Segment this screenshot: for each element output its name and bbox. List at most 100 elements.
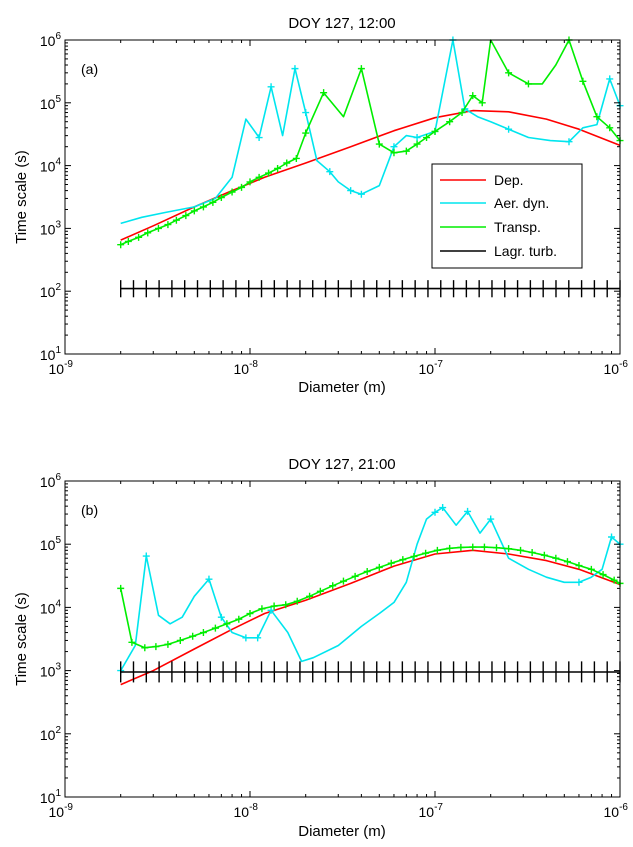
series-point-transp <box>413 140 421 148</box>
y-tick-labels: 101 102 103 104 105 106 <box>40 472 62 806</box>
series-point-aer-dyn <box>608 533 616 541</box>
y-tick-label: 105 <box>40 94 62 112</box>
series-point-transp <box>270 602 278 610</box>
y-axis-label: Time scale (s) <box>13 150 30 244</box>
series-point-transp <box>189 632 197 640</box>
series-point-transp <box>433 546 441 554</box>
chart-title: DOY 127, 21:00 <box>288 456 395 473</box>
series-line-dep <box>120 549 621 686</box>
series-point-transp <box>306 592 314 600</box>
series-point-transp <box>351 572 359 580</box>
y-tick-label: 101 <box>40 345 62 363</box>
series-point-transp <box>293 597 301 605</box>
plot-frame <box>64 480 621 798</box>
series-point-transp <box>238 183 246 191</box>
series-point-transp <box>480 543 488 551</box>
series-point-aer-dyn <box>431 508 439 516</box>
series-point-transp <box>152 643 160 651</box>
series-point-aer-dyn <box>267 606 275 614</box>
y-tick-label: 106 <box>40 472 62 490</box>
x-tick-label: 10-7 <box>419 359 444 377</box>
series-point-transp <box>493 544 501 552</box>
series-point-transp <box>610 576 618 584</box>
series-point-transp <box>469 543 477 551</box>
y-tick-label: 103 <box>40 662 62 680</box>
series-point-transp <box>524 80 532 88</box>
series-point-transp <box>128 638 136 646</box>
series-line-transp <box>119 546 621 649</box>
series-point-transp <box>190 207 198 215</box>
series-point-transp <box>431 127 439 135</box>
series-point-transp <box>375 140 383 148</box>
series-point-transp <box>458 109 466 117</box>
series-point-transp <box>117 241 125 249</box>
y-tick-label: 102 <box>40 282 62 300</box>
series-point-transp <box>478 99 486 107</box>
series-point-transp <box>164 640 172 648</box>
series-point-transp <box>274 164 282 172</box>
series-point-aer-dyn <box>347 187 355 195</box>
y-tick-labels: 101 102 103 104 105 106 <box>40 31 62 363</box>
series-point-aer-dyn <box>487 515 495 523</box>
series-point-transp <box>469 92 477 100</box>
x-tick-label: 10-8 <box>234 359 259 377</box>
legend-label-lagr-turb: Lagr. turb. <box>494 243 557 259</box>
series-point-aer-dyn <box>255 134 263 142</box>
series-point-transp <box>176 636 184 644</box>
series-point-transp <box>402 147 410 155</box>
series-point-transp <box>228 188 236 196</box>
series-point-transp <box>117 584 125 592</box>
series-point-aer-dyn <box>565 138 573 146</box>
series-point-aer-dyn <box>267 83 275 91</box>
x-tick-label: 10-6 <box>604 802 629 820</box>
series-point-aer-dyn <box>413 134 421 142</box>
y-tick-label: 101 <box>40 788 62 806</box>
series-point-transp <box>199 629 207 637</box>
legend-label-aer-dyn: Aer. dyn. <box>494 195 549 211</box>
series-point-transp <box>399 556 407 564</box>
series-point-transp <box>505 69 513 77</box>
legend-label-transp: Transp. <box>494 219 541 235</box>
x-axis-label: Diameter (m) <box>298 379 386 396</box>
series-point-aer-dyn <box>217 613 225 621</box>
series-point-transp <box>446 118 454 126</box>
series-point-transp <box>423 134 431 142</box>
series-point-aer-dyn <box>242 634 250 642</box>
series-point-transp <box>563 558 571 566</box>
series-point-transp <box>211 624 219 632</box>
series-point-transp <box>528 548 536 556</box>
series-point-transp <box>575 562 583 570</box>
series-point-aer-dyn <box>464 507 472 515</box>
series-point-transp <box>357 65 365 73</box>
series-point-aer-dyn <box>439 504 447 512</box>
series-point-transp <box>587 565 595 573</box>
series-point-aer-dyn <box>205 575 213 583</box>
chart-panel-b: DOY 127, 21:00 10-9 10-8 10-7 10-6 101 1… <box>13 456 628 840</box>
series-point-transp <box>316 587 324 595</box>
series-point-transp <box>329 582 337 590</box>
y-tick-label: 104 <box>40 157 62 175</box>
series-point-aer-dyn <box>326 168 334 176</box>
series-point-aer-dyn <box>254 634 262 642</box>
series-point-transp <box>144 229 152 237</box>
series-point-transp <box>265 169 273 177</box>
x-tick-label: 10-8 <box>234 802 259 820</box>
series-point-transp <box>606 124 614 132</box>
series-point-transp <box>135 233 143 241</box>
series-point-transp <box>223 620 231 628</box>
x-tick-labels: 10-9 10-8 10-7 10-6 <box>49 359 629 377</box>
series-point-transp <box>579 77 587 85</box>
series-point-transp <box>199 203 207 211</box>
y-tick-label: 106 <box>40 31 62 49</box>
panel-label: (a) <box>81 61 98 77</box>
plot-content <box>117 504 624 686</box>
series-point-aer-dyn <box>291 65 299 73</box>
y-tick-label: 105 <box>40 535 62 553</box>
series-point-aer-dyn <box>505 125 513 133</box>
legend: Dep. Aer. dyn. Transp. Lagr. turb. <box>431 163 583 269</box>
series-point-transp <box>141 644 149 652</box>
series-point-aer-dyn <box>390 143 398 151</box>
series-point-transp <box>363 567 371 575</box>
series-point-transp <box>390 149 398 157</box>
